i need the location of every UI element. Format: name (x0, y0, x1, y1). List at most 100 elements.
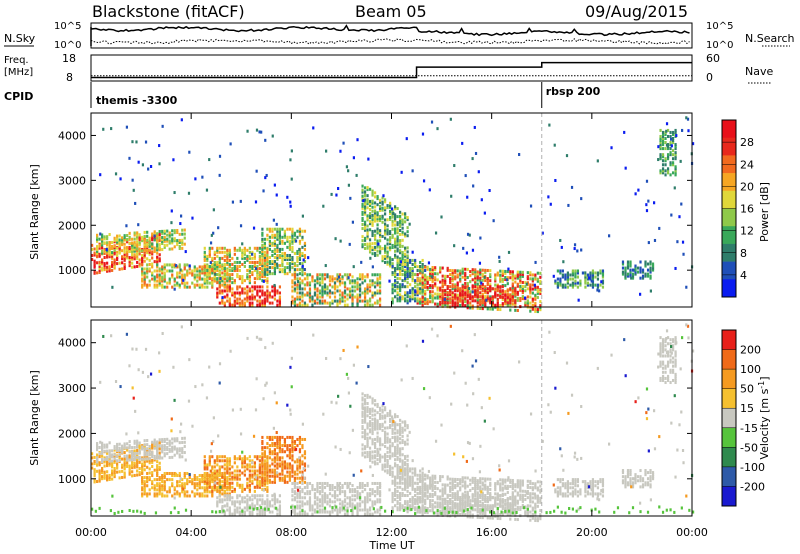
power-cell (461, 285, 464, 289)
power-cell (659, 157, 662, 161)
velocity-cell (111, 477, 114, 481)
power-cell (161, 279, 164, 283)
velocity-cell (276, 437, 279, 441)
power-cell (368, 203, 372, 207)
velocity-cell (146, 476, 149, 480)
power-cell (394, 231, 397, 235)
power-cell (203, 263, 206, 267)
velocity-cell (206, 465, 209, 469)
power-cell (228, 287, 231, 291)
velocity-cell (148, 471, 151, 475)
power-cell (386, 238, 389, 242)
velocity-cell (93, 455, 96, 459)
velocity-cell (283, 464, 287, 468)
power-cell (421, 289, 424, 293)
velocity-cell (233, 461, 236, 465)
power-cell (368, 214, 372, 218)
power-cell (383, 244, 387, 248)
power-cell (223, 267, 226, 271)
power-cell (213, 264, 216, 268)
velocity-cell (241, 496, 244, 500)
velocity-cell (266, 489, 269, 493)
velocity-cell (221, 487, 224, 491)
power-cell (223, 289, 226, 293)
velocity-cell (286, 448, 289, 452)
power-cells (91, 116, 695, 314)
power-cell (321, 279, 324, 283)
power-cell (296, 285, 299, 289)
power-cell (348, 293, 352, 297)
power-cell (221, 279, 224, 283)
power-cell (168, 281, 171, 285)
velocity-cell (253, 473, 256, 477)
velocity-cell (236, 457, 239, 461)
power-cell (298, 295, 302, 299)
power-cell (534, 275, 537, 279)
velocity-cell (246, 494, 249, 498)
power-cell (201, 269, 204, 273)
power-cell (321, 301, 324, 305)
power-cell (331, 299, 334, 303)
velocity-cell (271, 435, 274, 439)
power-cell (208, 271, 211, 275)
power-cell (156, 265, 159, 269)
velocity-cell (143, 462, 146, 466)
power-cell (301, 291, 304, 295)
power-cell (411, 295, 414, 299)
power-cell (449, 289, 452, 293)
velocity-cell (253, 463, 256, 467)
velocity-cell (263, 483, 266, 487)
velocity-cell (93, 460, 96, 464)
power-cell (263, 262, 266, 266)
power-cell (358, 273, 362, 277)
power-cell (233, 252, 236, 256)
power-cell (486, 291, 489, 295)
power-cell (636, 270, 640, 274)
velocity-cell (291, 435, 294, 439)
power-cell (509, 301, 512, 305)
power-cell (181, 242, 184, 246)
velocity-cell (248, 485, 251, 489)
power-cell (421, 297, 424, 301)
power-cell (151, 252, 154, 256)
power-cell (371, 199, 374, 203)
power-cell (396, 227, 399, 231)
velocity-cell (296, 481, 299, 485)
power-cell (143, 283, 146, 287)
power-cell (271, 243, 274, 247)
power-cell (534, 303, 537, 307)
velocity-cell (161, 492, 164, 496)
velocity-cell (276, 440, 279, 443)
power-cell (419, 283, 422, 287)
power-cell (429, 292, 432, 296)
power-cell (156, 279, 159, 283)
power-cell (136, 235, 139, 239)
velocity-cell (281, 464, 284, 468)
velocity-cell (228, 510, 231, 514)
velocity-cell (301, 478, 304, 482)
power-cell (101, 262, 104, 266)
power-cell (148, 248, 151, 252)
power-cell (511, 274, 514, 278)
velocity-cell (231, 489, 234, 493)
power-cell (506, 270, 509, 274)
power-cell (296, 268, 299, 272)
velocity-cell (358, 502, 362, 506)
velocity-cell (328, 492, 332, 496)
power-cell (629, 270, 632, 274)
power-cell (661, 153, 665, 157)
power-cell (106, 251, 109, 255)
power-cell (273, 262, 277, 266)
power-cell (534, 277, 537, 281)
power-cell (212, 231, 215, 235)
power-cell (644, 262, 647, 266)
power-cell (424, 273, 427, 277)
power-cell (524, 303, 527, 307)
power-cell (396, 235, 399, 239)
power-cell (396, 273, 399, 277)
power-cell (146, 283, 149, 287)
power-cell (216, 293, 219, 297)
velocity-cell (321, 481, 324, 485)
power-cell (201, 265, 204, 269)
velocity-cell (298, 500, 302, 504)
